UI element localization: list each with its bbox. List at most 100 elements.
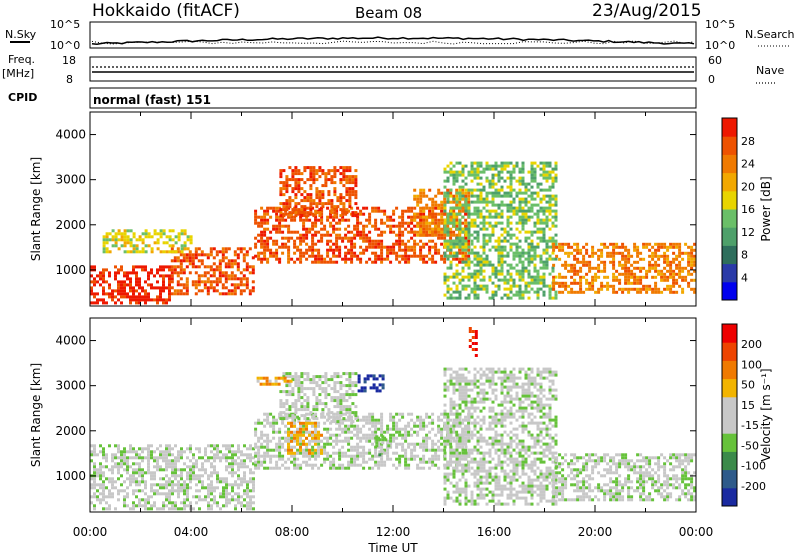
velocity-cell xyxy=(365,436,369,440)
velocity-cell xyxy=(231,495,234,499)
power-cell xyxy=(476,254,480,258)
power-cell xyxy=(624,278,628,282)
power-cell xyxy=(527,251,531,255)
velocity-cell xyxy=(395,430,399,434)
power-cell xyxy=(551,269,555,273)
velocity-cell xyxy=(413,454,417,458)
power-cell xyxy=(354,178,358,182)
power-cell xyxy=(494,212,498,216)
power-cell xyxy=(354,181,358,185)
power-cell xyxy=(413,188,417,192)
power-cell xyxy=(398,242,402,246)
power-cell xyxy=(518,251,522,255)
velocity-cell xyxy=(132,468,135,472)
power-cell xyxy=(368,239,372,243)
power-cell xyxy=(333,214,337,218)
velocity-cell xyxy=(263,412,267,416)
velocity-cell xyxy=(341,463,345,467)
power-cell xyxy=(476,206,480,210)
power-cell xyxy=(458,221,462,225)
power-cell xyxy=(285,175,289,179)
power-cell xyxy=(416,230,420,234)
power-cell xyxy=(567,290,571,294)
power-cell xyxy=(354,211,358,215)
velocity-cell xyxy=(201,480,204,484)
velocity-cell xyxy=(231,456,234,460)
power-cell xyxy=(338,251,342,255)
power-cell xyxy=(419,212,423,216)
power-cell xyxy=(527,263,531,267)
velocity-cell xyxy=(165,450,168,454)
power-cell xyxy=(500,257,504,261)
velocity-cell xyxy=(440,430,444,434)
power-cell xyxy=(312,178,316,182)
power-cell xyxy=(503,287,507,291)
velocity-cell xyxy=(308,418,312,422)
power-cell xyxy=(347,239,351,243)
velocity-cell xyxy=(144,471,147,475)
power-cell xyxy=(368,221,372,225)
power-cell xyxy=(452,221,456,225)
power-cell xyxy=(342,172,346,176)
power-cell xyxy=(359,260,363,264)
power-cell xyxy=(305,248,309,252)
velocity-cell xyxy=(281,421,285,425)
velocity-cell xyxy=(342,399,346,403)
power-cell xyxy=(398,248,402,252)
power-cell xyxy=(108,238,112,242)
velocity-cell xyxy=(213,501,216,505)
power-cell xyxy=(579,290,583,294)
power-cell xyxy=(224,277,228,281)
power-cell xyxy=(473,206,477,210)
power-cell xyxy=(353,233,357,237)
velocity-cell xyxy=(281,442,285,446)
velocity-cell xyxy=(192,456,195,460)
power-cell xyxy=(548,203,552,207)
velocity-cell xyxy=(449,445,453,449)
velocity-cell xyxy=(317,439,321,443)
power-cell xyxy=(594,290,598,294)
power-cell xyxy=(111,298,114,302)
power-cell xyxy=(452,197,456,201)
power-cell xyxy=(479,197,483,201)
power-cell xyxy=(509,191,513,195)
power-cell xyxy=(678,260,682,264)
power-cell xyxy=(170,274,174,278)
power-cell xyxy=(404,251,408,255)
power-cell xyxy=(503,230,507,234)
velocity-cell xyxy=(327,417,331,421)
power-cell xyxy=(338,233,342,237)
power-cell xyxy=(168,292,171,296)
velocity-cell xyxy=(234,483,237,487)
velocity-cell xyxy=(413,421,417,425)
velocity-cell xyxy=(380,445,384,449)
power-cell xyxy=(527,254,531,258)
power-cell xyxy=(185,283,189,287)
velocity-cell xyxy=(207,477,210,481)
power-cell xyxy=(341,236,345,240)
power-cell xyxy=(509,290,513,294)
power-cell xyxy=(135,271,138,275)
power-cell xyxy=(311,221,315,225)
power-cell xyxy=(485,242,489,246)
power-cell xyxy=(639,269,643,273)
velocity-cell xyxy=(192,474,195,478)
power-cell xyxy=(422,188,426,192)
power-cell xyxy=(455,233,459,237)
velocity-cell xyxy=(302,460,306,464)
power-cell xyxy=(333,166,337,170)
power-cell xyxy=(461,227,465,231)
velocity-cell xyxy=(111,465,114,469)
power-cell xyxy=(311,206,315,210)
power-cell xyxy=(282,187,286,191)
power-cell xyxy=(197,280,201,284)
power-cell xyxy=(318,190,322,194)
power-cell xyxy=(482,200,486,204)
velocity-cell xyxy=(356,463,360,467)
power-cell xyxy=(551,179,555,183)
power-cell xyxy=(404,242,408,246)
power-cell xyxy=(615,245,619,249)
velocity-cell xyxy=(452,466,456,470)
velocity-cell xyxy=(452,388,456,392)
power-cell xyxy=(642,266,646,270)
